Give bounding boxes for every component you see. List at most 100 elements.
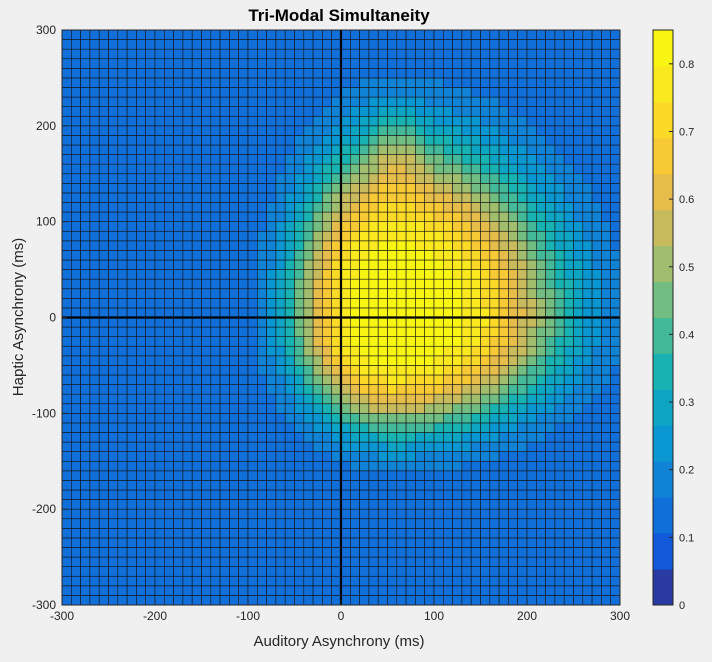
heatmap-cell: [508, 528, 518, 539]
heatmap-cell: [238, 87, 249, 98]
heatmap-cell: [396, 144, 407, 155]
heatmap-cell: [229, 39, 239, 50]
heatmap-cell: [98, 489, 109, 500]
heatmap-cell: [191, 48, 202, 60]
heatmap-cell: [266, 575, 277, 587]
heatmap-cell: [573, 575, 584, 587]
heatmap-cell: [210, 115, 221, 127]
heatmap-cell: [368, 317, 379, 328]
heatmap-cell: [182, 183, 193, 194]
heatmap-cell: [89, 269, 100, 280]
heatmap-cell: [526, 537, 537, 548]
heatmap-cell: [582, 115, 593, 127]
heatmap-cell: [582, 48, 593, 60]
heatmap-cell: [387, 68, 398, 79]
heatmap-cell: [545, 537, 556, 548]
heatmap-cell: [98, 317, 109, 328]
heatmap-cell: [415, 68, 425, 79]
heatmap-cell: [275, 58, 286, 69]
heatmap-cell: [405, 298, 416, 309]
heatmap-cell: [545, 470, 556, 481]
heatmap-cell: [164, 202, 174, 213]
heatmap-cell: [573, 144, 584, 155]
heatmap-cell: [312, 470, 323, 481]
heatmap-cell: [489, 403, 500, 414]
heatmap-cell: [368, 585, 379, 596]
heatmap-cell: [415, 202, 425, 213]
heatmap-cell: [424, 106, 435, 117]
heatmap-cell: [405, 29, 416, 40]
heatmap-cell: [433, 403, 444, 414]
heatmap-cell: [554, 115, 565, 127]
heatmap-cell: [377, 259, 388, 270]
heatmap-cell: [284, 183, 295, 194]
heatmap-cell: [396, 317, 407, 328]
heatmap-cell: [554, 77, 565, 88]
heatmap-cell: [61, 183, 72, 194]
heatmap-cell: [154, 202, 165, 213]
heatmap-cell: [368, 528, 379, 539]
heatmap-cell: [154, 115, 165, 127]
heatmap-cell: [387, 384, 398, 395]
heatmap-cell: [284, 96, 295, 107]
heatmap-cell: [433, 480, 444, 491]
heatmap-cell: [582, 202, 593, 213]
heatmap-cell: [424, 365, 435, 376]
heatmap-cell: [247, 192, 258, 203]
heatmap-cell: [461, 317, 472, 328]
heatmap-cell: [396, 365, 407, 376]
heatmap-cell: [108, 518, 119, 529]
heatmap-cell: [191, 240, 202, 251]
heatmap-cell: [266, 365, 277, 376]
heatmap-cell: [554, 202, 565, 213]
heatmap-cell: [331, 326, 342, 337]
heatmap-cell: [136, 39, 146, 50]
heatmap-cell: [108, 355, 119, 366]
heatmap-cell: [266, 58, 277, 69]
heatmap-cell: [368, 403, 379, 414]
heatmap-cell: [136, 298, 146, 309]
heatmap-cell: [117, 307, 128, 318]
heatmap-cell: [442, 508, 453, 520]
heatmap-cell: [601, 221, 612, 232]
heatmap-cell: [424, 317, 435, 328]
heatmap-cell: [256, 115, 267, 127]
heatmap-cell: [591, 422, 602, 433]
heatmap-cell: [387, 441, 398, 452]
heatmap-cell: [331, 278, 342, 290]
heatmap-cell: [368, 345, 379, 357]
heatmap-cell: [303, 384, 314, 395]
heatmap-cell: [498, 278, 509, 290]
heatmap-cell: [582, 192, 593, 203]
heatmap-cell: [191, 96, 202, 107]
heatmap-cell: [563, 403, 574, 414]
heatmap-cell: [377, 470, 388, 481]
heatmap-cell: [191, 163, 202, 175]
heatmap-cell: [508, 250, 518, 261]
heatmap-cell: [284, 259, 295, 270]
heatmap-cell: [201, 202, 212, 213]
heatmap-cell: [461, 537, 472, 548]
heatmap-cell: [489, 585, 500, 596]
heatmap-cell: [312, 422, 323, 433]
heatmap-cell: [145, 154, 156, 165]
heatmap-cell: [442, 230, 453, 242]
colorbar-frame: [652, 29, 674, 606]
heatmap-cell: [442, 460, 453, 472]
heatmap-cell: [247, 125, 258, 136]
heatmap-cell: [442, 87, 453, 98]
heatmap-cell: [545, 240, 556, 251]
heatmap-cell: [508, 211, 518, 222]
heatmap-cell: [526, 480, 537, 491]
heatmap-cell: [154, 326, 165, 337]
heatmap-cell: [461, 240, 472, 251]
heatmap-cell: [442, 135, 453, 146]
heatmap-cell: [182, 77, 193, 88]
heatmap-cell: [294, 393, 305, 405]
heatmap-cell: [517, 288, 528, 299]
y-tick-label: 300: [36, 23, 56, 37]
heatmap-cell: [266, 595, 277, 606]
heatmap-cell: [517, 48, 528, 60]
heatmap-cell: [201, 595, 212, 606]
heatmap-cell: [164, 566, 174, 577]
